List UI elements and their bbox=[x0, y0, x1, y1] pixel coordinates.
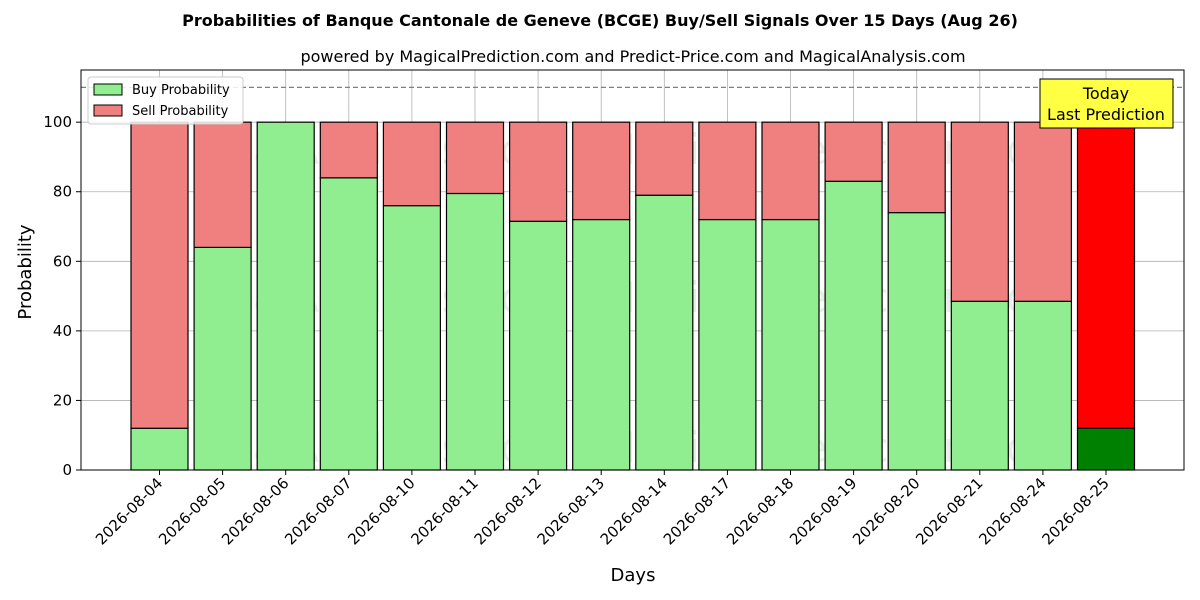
x-tick-label: 2026-08-20 bbox=[849, 474, 923, 548]
legend-label: Buy Probability bbox=[132, 83, 230, 98]
x-tick-label: 2026-08-11 bbox=[407, 474, 481, 548]
buy-bar bbox=[256, 121, 315, 471]
buy-bar bbox=[193, 246, 252, 471]
x-tick-label: 2026-08-24 bbox=[975, 474, 1049, 548]
annotation-box bbox=[1039, 78, 1174, 129]
bars bbox=[130, 121, 1136, 471]
legend-swatch bbox=[93, 104, 123, 117]
sell-bar bbox=[1076, 121, 1136, 429]
buy-bar bbox=[382, 205, 441, 471]
sell-bar bbox=[319, 121, 378, 179]
legend: Buy Probability Sell Probability bbox=[87, 76, 244, 125]
x-tick-label: 2026-08-18 bbox=[723, 474, 797, 548]
x-tick-label: 2026-08-05 bbox=[155, 474, 229, 548]
legend-label: Sell Probability bbox=[132, 104, 229, 119]
x-tick-label: 2026-08-10 bbox=[344, 474, 418, 548]
buy-bar bbox=[130, 427, 189, 471]
sell-bar bbox=[445, 121, 505, 195]
sell-bar bbox=[1013, 121, 1073, 302]
today-annotation: Today Last Prediction bbox=[1039, 78, 1174, 129]
y-tick-label: 100 bbox=[43, 113, 72, 131]
y-tick-label: 20 bbox=[53, 391, 72, 409]
buy-bar bbox=[319, 177, 378, 471]
buy-bar bbox=[1076, 427, 1136, 471]
chart-title: Probabilities of Banque Cantonale de Gen… bbox=[182, 11, 1018, 30]
x-tick-label: 2026-08-17 bbox=[660, 474, 734, 548]
sell-bar bbox=[509, 121, 568, 222]
y-ticks: 0 20 40 60 80 100 bbox=[43, 113, 81, 479]
buy-bar bbox=[572, 218, 631, 471]
y-tick-label: 80 bbox=[53, 183, 72, 201]
legend-swatch bbox=[93, 83, 123, 96]
y-tick-label: 60 bbox=[53, 252, 72, 270]
plot-frame bbox=[80, 69, 1185, 471]
buy-bar bbox=[761, 218, 820, 471]
buy-bar bbox=[950, 300, 1009, 471]
buy-bar bbox=[635, 194, 694, 471]
x-tick-label: 2026-08-19 bbox=[786, 474, 860, 548]
x-tick-label: 2026-08-21 bbox=[912, 474, 986, 548]
sell-bar bbox=[824, 121, 883, 182]
x-tick-label: 2026-08-25 bbox=[1038, 474, 1112, 548]
sell-bar bbox=[193, 121, 252, 248]
x-axis-label: Days bbox=[611, 565, 656, 586]
sell-bar bbox=[130, 121, 189, 429]
x-tick-label: 2026-08-13 bbox=[534, 474, 608, 548]
y-tick-label: 40 bbox=[53, 322, 72, 340]
sell-bar bbox=[698, 121, 757, 221]
x-ticks: 2026-08-042026-08-052026-08-062026-08-07… bbox=[92, 470, 1113, 548]
sell-bar bbox=[761, 121, 820, 221]
buy-bar bbox=[887, 212, 946, 471]
x-tick-label: 2026-08-04 bbox=[92, 474, 166, 548]
chart-subtitle: powered by MagicalPrediction.com and Pre… bbox=[300, 47, 965, 66]
axes bbox=[80, 69, 1185, 471]
annotation-text: Last Prediction bbox=[1047, 105, 1165, 124]
x-tick-label: 2026-08-06 bbox=[218, 474, 292, 548]
x-tick-label: 2026-08-14 bbox=[597, 474, 671, 548]
buy-bar bbox=[1013, 300, 1073, 471]
annotation-text: Today bbox=[1082, 84, 1129, 103]
legend-box bbox=[87, 76, 244, 125]
buy-bar bbox=[698, 218, 757, 471]
x-tick-label: 2026-08-12 bbox=[471, 474, 545, 548]
sell-bar bbox=[635, 121, 694, 196]
sell-bar bbox=[572, 121, 631, 221]
buy-bar bbox=[445, 192, 505, 471]
sell-bar bbox=[950, 121, 1009, 302]
y-tick-label: 0 bbox=[62, 461, 72, 479]
buy-bar bbox=[509, 220, 568, 471]
y-axis-label: Probability bbox=[15, 224, 36, 319]
buy-bar bbox=[824, 180, 883, 471]
x-tick-label: 2026-08-07 bbox=[281, 474, 355, 548]
sell-bar bbox=[382, 121, 441, 207]
sell-bar bbox=[887, 121, 946, 214]
